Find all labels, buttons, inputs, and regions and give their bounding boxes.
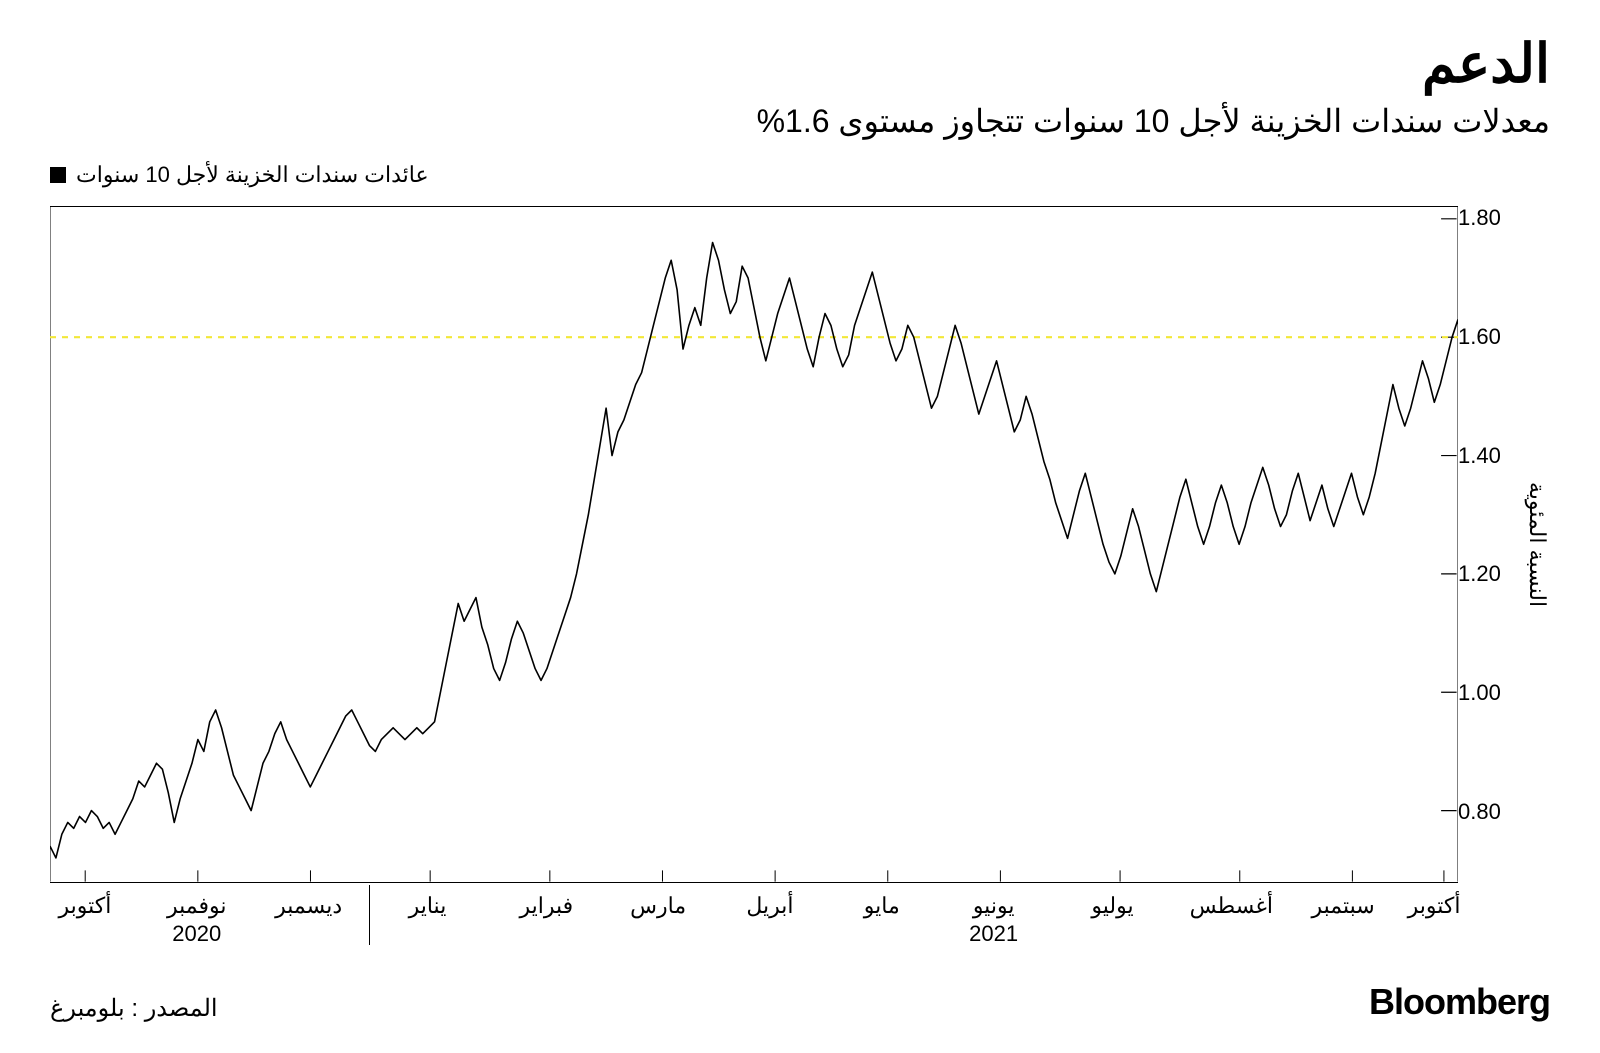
plot-area <box>50 206 1458 883</box>
ytick-label: 1.40 <box>1458 445 1518 467</box>
xtick-label: فبراير <box>519 893 573 919</box>
chart-subtitle: معدلات سندات الخزينة لأجل 10 سنوات تتجاو… <box>50 102 1550 140</box>
xtick-label: يوليو <box>1091 893 1133 919</box>
xaxis-labels: أكتوبر نوفمبر2020 ديسمبر يناير فبراير مارس أبر… <box>50 893 1448 963</box>
ytick-label: 0.80 <box>1458 801 1518 823</box>
ytick-label: 1.80 <box>1458 207 1518 229</box>
legend-swatch <box>50 167 66 183</box>
source-label: المصدر : بلومبرغ <box>50 994 218 1023</box>
brand-logo: Bloomberg <box>1369 981 1550 1023</box>
ytick-label: 1.00 <box>1458 682 1518 704</box>
yaxis-title: النسبة المئوية <box>1518 482 1550 607</box>
xtick-label: أغسطس <box>1190 893 1273 919</box>
xtick-label: أكتوبر <box>59 893 112 919</box>
xtick-label: أكتوبر <box>1408 893 1461 919</box>
legend: عائدات سندات الخزينة لأجل 10 سنوات <box>50 162 1550 188</box>
spacer <box>1514 893 1550 963</box>
xtick-label: أبريل <box>746 893 793 919</box>
legend-label: عائدات سندات الخزينة لأجل 10 سنوات <box>76 162 429 188</box>
chart-area: النسبة المئوية 1.80 1.60 1.40 1.20 1.00 0.80 <box>50 206 1550 883</box>
chart-title: الدعم <box>50 35 1550 94</box>
yaxis-labels: 1.80 1.60 1.40 1.20 1.00 0.80 <box>1458 206 1518 883</box>
xtick-label: مايو <box>864 893 900 919</box>
xtick-year: 2021 <box>969 921 1018 947</box>
ytick-label: 1.60 <box>1458 326 1518 348</box>
year-divider <box>369 885 370 945</box>
ytick-label: 1.20 <box>1458 563 1518 585</box>
xtick-label: يناير <box>409 893 447 919</box>
xtick-label: سبتمبر <box>1312 893 1375 919</box>
xtick-label: يونيو2021 <box>969 893 1018 947</box>
xtick-label: نوفمبر2020 <box>167 893 227 947</box>
xtick-label: ديسمبر <box>275 893 342 919</box>
xtick-year: 2020 <box>167 921 227 947</box>
xtick-label: مارس <box>630 893 686 919</box>
